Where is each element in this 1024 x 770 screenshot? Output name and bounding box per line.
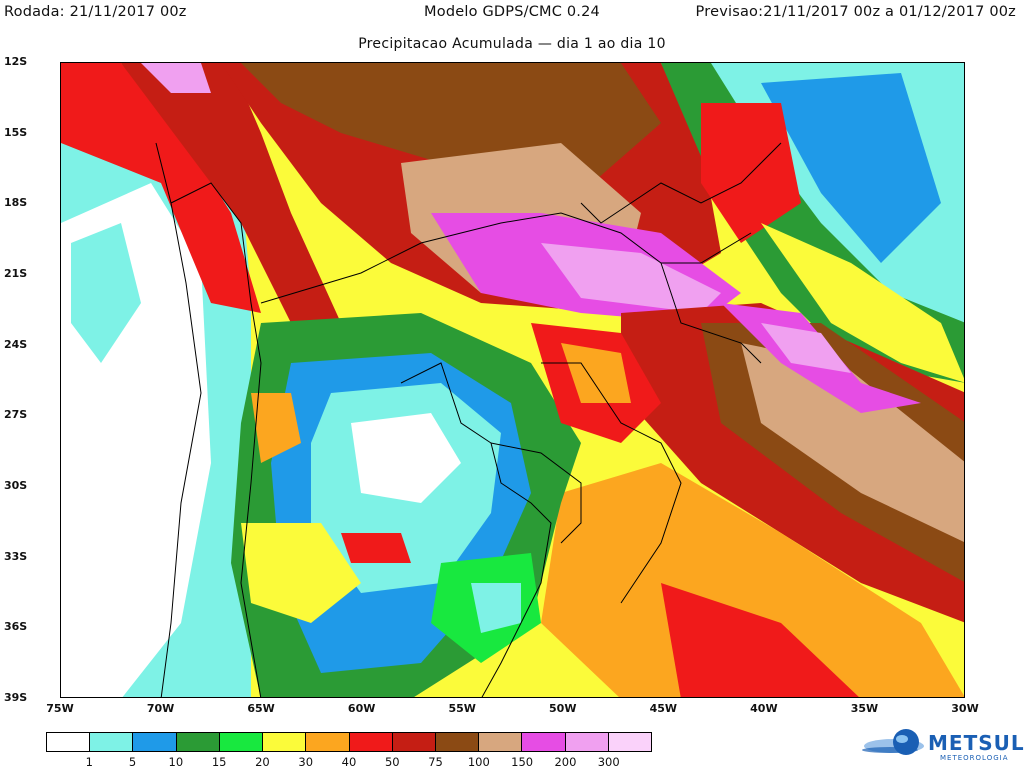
colorbar-tick-label: 15 <box>211 755 227 769</box>
map-subtitle: Precipitacao Acumulada — dia 1 ao dia 10 <box>358 36 666 52</box>
logo-subtitle: METEOROLOGIA <box>940 754 1009 762</box>
colorbar-swatch <box>565 733 609 751</box>
colorbar-tick-label: 5 <box>128 755 137 769</box>
colorbar-swatch <box>479 733 523 751</box>
metsul-logo <box>862 729 924 755</box>
latitude-label: 21S <box>4 267 28 280</box>
colorbar-swatch <box>47 733 91 751</box>
longitude-label: 50W <box>549 702 577 715</box>
latitude-label: 33S <box>4 549 28 563</box>
colorbar-tick-label: 20 <box>255 755 270 769</box>
latitude-label: 12S <box>4 55 28 68</box>
longitude-label: 75W <box>46 702 74 715</box>
colorbar-tick-label: 40 <box>341 755 357 769</box>
colorbar-tick-label: 200 <box>554 755 577 769</box>
colorbar-tick-label: 300 <box>597 755 620 769</box>
colorbar-tick-label: 10 <box>168 755 184 769</box>
colorbar-tick-label: 100 <box>467 755 490 769</box>
colorbar-swatch <box>306 733 350 751</box>
colorbar-swatch <box>90 733 134 751</box>
logo-name: METSUL <box>928 731 1024 755</box>
colorbar-swatch <box>522 733 566 751</box>
latitude-label: 24S <box>4 337 28 351</box>
colorbar-swatch <box>435 733 480 751</box>
longitude-label: 40W <box>750 702 778 715</box>
colorbar-swatch <box>263 733 307 751</box>
model-title: Modelo GDPS/CMC 0.24 <box>424 4 600 20</box>
colorbar-tick-label: 30 <box>298 755 314 769</box>
precipitation-map <box>60 62 965 698</box>
precip-field-shapes <box>61 63 964 697</box>
latitude-label: 39S <box>4 691 28 704</box>
colorbar-tick-label: 150 <box>511 755 534 769</box>
longitude-label: 55W <box>448 702 476 715</box>
precipitation-field <box>61 63 964 697</box>
border-lines <box>155 142 782 697</box>
latitude-label: 15S <box>4 125 28 139</box>
longitude-label: 60W <box>347 702 376 715</box>
longitude-label: 35W <box>850 702 879 715</box>
colorbar-swatch <box>219 733 264 751</box>
colorbar-swatch <box>392 733 436 751</box>
colorbar-swatch <box>608 733 652 751</box>
colorbar-swatch <box>176 733 220 751</box>
run-date-label: Rodada: 21/11/2017 00z <box>4 4 187 20</box>
longitude-label: 45W <box>649 702 678 715</box>
colorbar-tick-label: 50 <box>384 755 400 769</box>
longitude-label: 30W <box>951 702 979 715</box>
globe-icon <box>862 729 924 755</box>
colorbar-tick-label: 75 <box>428 755 443 769</box>
colorbar <box>46 732 652 752</box>
forecast-period-label: Previsao:21/11/2017 00z a 01/12/2017 00z <box>695 4 1016 20</box>
longitude-label: 70W <box>146 702 175 715</box>
latitude-label: 18S <box>4 196 28 210</box>
latitude-label: 27S <box>4 408 28 422</box>
longitude-label: 65W <box>247 702 275 715</box>
latitude-label: 36S <box>4 620 28 634</box>
latitude-label: 30S <box>4 479 28 492</box>
colorbar-swatch <box>349 733 393 751</box>
colorbar-tick-label: 1 <box>85 755 93 769</box>
colorbar-swatch <box>133 733 177 751</box>
